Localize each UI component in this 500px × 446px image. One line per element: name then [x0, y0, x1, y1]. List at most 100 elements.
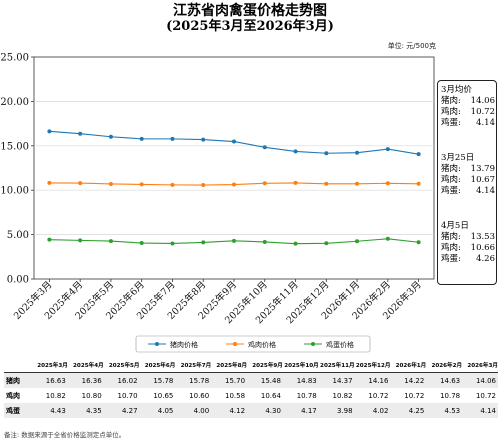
summary-label: 鸡蛋:	[441, 186, 461, 196]
data-point	[201, 183, 206, 188]
table-cell: 4.14	[462, 403, 498, 418]
data-point	[108, 134, 113, 139]
table-row: 猪肉 16.63 16.36 16.02 15.78 15.78 15.70 15.48 14.…	[4, 372, 498, 388]
column-header: 2025年6月	[139, 358, 176, 373]
table-cell: 14.63	[426, 372, 463, 388]
data-point	[355, 150, 360, 155]
table-cell: 14.06	[462, 372, 498, 388]
data-point	[201, 240, 206, 245]
data-point	[201, 137, 206, 142]
data-point	[262, 145, 267, 150]
column-header: 2025年12月	[354, 358, 391, 373]
unit-label: 单位: 元/500克	[387, 42, 436, 50]
legend-label: 猪肉价格	[170, 340, 198, 349]
data-point	[385, 236, 390, 241]
price-data-table: 2025年3月 2025年4月 2025年5月 2025年6月 2025年7月 …	[4, 358, 498, 418]
summary-label: 猪肉:	[441, 96, 461, 106]
table-cell: 3.98	[318, 403, 355, 418]
plot-area	[33, 56, 435, 280]
footnote: 备注: 数据来源于全省价格监测定点单位。	[4, 431, 126, 439]
column-header: 2025年3月	[32, 358, 68, 373]
table-cell: 14.22	[390, 372, 427, 388]
table-row: 鸡肉 10.82 10.80 10.70 10.65 10.60 10.58 10.64 10.…	[4, 388, 498, 403]
summary-label: 鸡蛋:	[441, 254, 461, 264]
table-cell: 16.02	[103, 372, 140, 388]
data-point	[170, 241, 175, 246]
table-cell: 4.27	[103, 403, 140, 418]
legend-label: 鸡肉价格	[248, 340, 276, 349]
table-cell: 15.78	[139, 372, 176, 388]
chart-subtitle: (2025年3月至2026年3月)	[166, 19, 334, 34]
column-header: 2025年9月	[247, 358, 283, 373]
column-header: 2026年1月	[390, 358, 427, 373]
table-cell: 10.80	[81, 391, 102, 400]
chart-title: 江苏省肉禽蛋价格走势图	[173, 3, 327, 19]
summary-value: 13.53	[470, 232, 495, 242]
data-point	[324, 241, 329, 246]
column-header: 2025年7月	[175, 358, 212, 373]
data-point	[47, 237, 52, 242]
table-cell: 10.78	[296, 391, 317, 400]
table-cell: 16.63	[32, 372, 68, 388]
table-cell: 10.70	[117, 391, 138, 400]
column-header: 2025年8月	[211, 358, 248, 373]
table-cell: 4.35	[67, 403, 104, 418]
table-cell: 14.16	[354, 372, 391, 388]
y-tick-label: 5.00	[7, 230, 29, 241]
summary-date: 4月5日	[441, 221, 469, 231]
table-cell: 15.48	[247, 372, 283, 388]
summary-date: 3月均价	[441, 85, 472, 95]
summary-label: 猪肉:	[441, 164, 461, 174]
table-cell: 4.53	[426, 403, 463, 418]
data-point	[324, 151, 329, 156]
table-cell: 10.72	[404, 391, 425, 400]
column-header: 2025年5月	[103, 358, 140, 373]
table-cell: 4.30	[247, 403, 283, 418]
data-point	[232, 139, 236, 144]
table-row: 鸡蛋 4.43 4.35 4.27 4.05 4.00 4.12 4.30 4.17 3.98 4.…	[4, 403, 498, 418]
summary-label: 鸡肉:	[441, 243, 461, 253]
data-point	[262, 181, 267, 186]
summary-row-pork: 猪肉: 13.79	[441, 164, 495, 175]
legend-box	[135, 335, 371, 353]
table-cell: 4.00	[175, 403, 212, 418]
data-point	[108, 181, 113, 186]
table-cell: 14.37	[318, 372, 355, 388]
table-cell: 15.70	[211, 372, 248, 388]
legend-marker	[155, 342, 159, 346]
summary-row-egg: 鸡蛋: 4.14	[441, 186, 495, 197]
summary-row-chicken: 鸡肉: 10.72	[441, 107, 495, 118]
table-cell: 4.12	[211, 403, 248, 418]
data-point	[78, 131, 83, 136]
table-cell: 16.36	[67, 372, 104, 388]
summary-value: 10.72	[470, 107, 495, 117]
column-header: 2026年3月	[462, 358, 498, 373]
table-cell: 4.25	[390, 403, 427, 418]
data-point	[78, 238, 83, 243]
summary-row-egg: 鸡蛋: 4.14	[441, 118, 495, 129]
data-point	[293, 241, 298, 246]
row-label: 鸡蛋	[4, 403, 32, 418]
price-summary-box: 3月均价 猪肉: 14.06 鸡肉: 10.72 鸡蛋: 4.14 3月25日 猪肉:…	[437, 80, 497, 285]
summary-label: 猪肉:	[441, 232, 461, 242]
data-point	[170, 136, 175, 141]
data-point	[416, 240, 421, 245]
data-point	[416, 181, 421, 186]
column-header: 2026年2月	[426, 358, 463, 373]
y-tick-label: 0.00	[7, 275, 29, 286]
summary-group-march-avg: 3月均价 猪肉: 14.06 鸡肉: 10.72 鸡蛋: 4.14	[441, 85, 495, 129]
column-header: 2025年4月	[67, 358, 104, 373]
table-cell: 10.64	[260, 391, 281, 400]
summary-value: 4.14	[476, 118, 495, 128]
legend-label: 鸡蛋价格	[326, 340, 354, 349]
table-cell: 4.02	[354, 403, 391, 418]
summary-value: 4.26	[476, 254, 495, 264]
row-label: 猪肉	[4, 372, 32, 388]
summary-group-apr5: 4月5日 猪肉: 13.53 鸡肉: 10.66 鸡蛋: 4.26	[441, 221, 495, 265]
data-point	[385, 147, 390, 152]
table-corner	[4, 358, 32, 373]
column-header: 2025年10月	[282, 358, 319, 373]
data-point	[232, 182, 236, 187]
data-point	[139, 136, 144, 141]
summary-row-pork: 猪肉: 14.06	[441, 96, 495, 107]
